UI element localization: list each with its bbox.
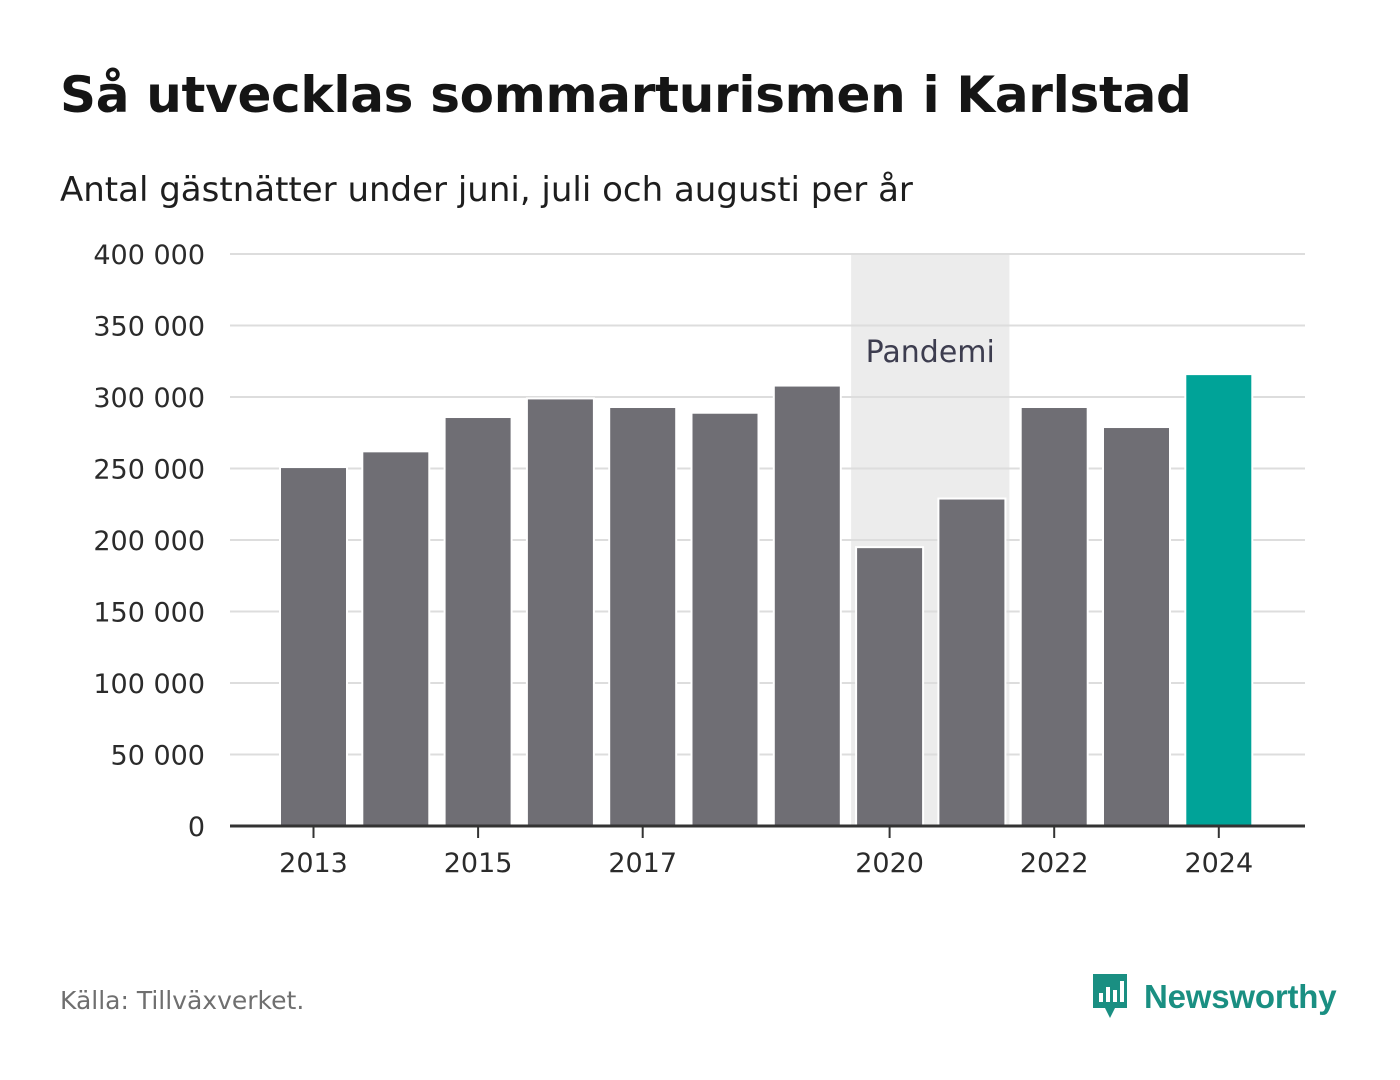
bar-chart: 0 50 000 100 000 150 000 200 000 250 000 300 0… [93, 240, 1305, 879]
y-tick-label: 250 000 [93, 455, 205, 486]
bar-2014 [361, 450, 431, 827]
bar-2024 [1184, 373, 1254, 827]
x-tick-label: 2017 [608, 848, 677, 879]
y-tick-label: 150 000 [93, 598, 205, 629]
bar-2021 [937, 497, 1007, 827]
bar-2013 [279, 466, 348, 827]
bar-2022 [1019, 406, 1089, 827]
bar-2015 [443, 416, 513, 827]
y-tick-label: 400 000 [93, 240, 205, 271]
x-tick-label: 2024 [1184, 848, 1253, 879]
x-tick-label: 2013 [279, 848, 348, 879]
chart-subtitle: Antal gästnätter under juni, juli och au… [60, 170, 913, 210]
y-tick-label: 300 000 [93, 383, 205, 414]
bar-2023 [1102, 426, 1171, 827]
pandemic-label: Pandemi [866, 335, 995, 370]
bar-2017 [608, 406, 678, 827]
x-tick-label: 2022 [1020, 848, 1089, 879]
y-tick-label: 350 000 [93, 312, 205, 343]
bar-2020 [855, 546, 925, 828]
y-tick-label: 50 000 [111, 741, 205, 772]
y-tick-label: 200 000 [93, 526, 205, 557]
newsworthy-logo-icon [1093, 974, 1127, 1018]
x-tick-label: 2020 [855, 848, 924, 879]
brand-logo: Newsworthy [1090, 972, 1337, 1022]
bar-2016 [525, 397, 595, 827]
y-tick-label: 100 000 [93, 669, 205, 700]
x-tick-label: 2015 [444, 848, 513, 879]
source-note: Källa: Tillväxverket. [60, 986, 305, 1015]
y-tick-label: 0 [188, 812, 205, 843]
bar-2019 [772, 384, 842, 827]
bar-2018 [690, 411, 760, 827]
brand-name: Newsworthy [1144, 978, 1337, 1015]
chart-title: Så utvecklas sommarturismen i Karlstad [60, 66, 1192, 124]
